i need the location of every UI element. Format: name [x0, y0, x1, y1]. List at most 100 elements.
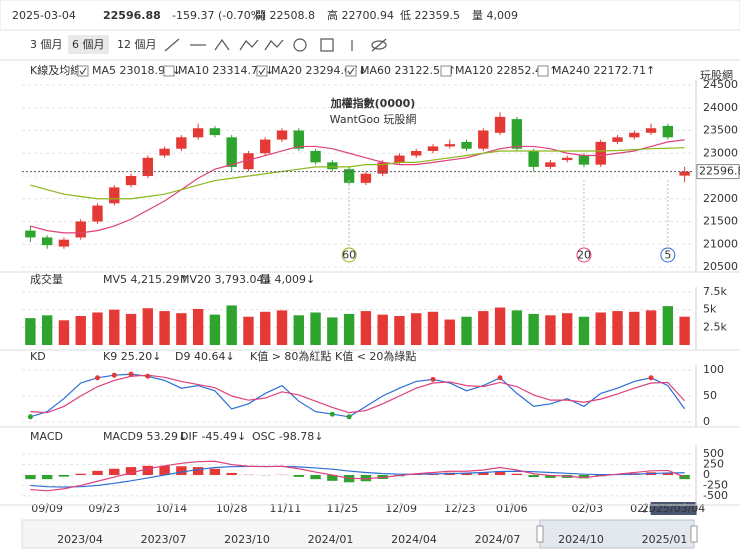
- legend-entry: DIF -45.49↓: [180, 430, 246, 443]
- y-tick-label: 21000: [703, 237, 738, 250]
- legend-entry: MV5 4,215.29↑: [103, 273, 189, 286]
- candle-body: [461, 141, 472, 149]
- candle-body: [260, 139, 271, 154]
- candle-body: [75, 221, 86, 238]
- osc-bar: [578, 475, 590, 479]
- volume-bar: [645, 310, 657, 345]
- checkmark: [79, 67, 87, 75]
- legend-checkbox[interactable]: [537, 65, 549, 77]
- candle-body: [595, 141, 606, 165]
- legend-checkbox[interactable]: [256, 65, 268, 77]
- volume-bar: [209, 314, 221, 345]
- k-high-dot: [111, 372, 117, 378]
- chart-subtitle: WantGoo 玩股網: [330, 112, 417, 126]
- panel-label: KD: [30, 350, 46, 363]
- volume-bar: [595, 312, 606, 345]
- k-high-dot: [430, 376, 436, 382]
- navigator-label: 2023/07: [141, 533, 187, 546]
- k-low-dot: [346, 414, 352, 420]
- volume-bar: [260, 311, 271, 345]
- marker-label: 20: [577, 249, 591, 262]
- y-tick-label: -250: [703, 478, 728, 491]
- macd-line: [30, 460, 685, 492]
- legend-entry: MA20 23294.07↓: [271, 64, 367, 77]
- y-tick-label: 500: [703, 447, 724, 460]
- legend-checkbox[interactable]: [163, 65, 175, 77]
- marker-badge: [660, 247, 676, 263]
- candle-body: [209, 128, 221, 136]
- osc-bar: [58, 475, 70, 477]
- marker-label: 60: [342, 249, 356, 262]
- candle-body: [310, 150, 321, 163]
- volume-bar: [58, 320, 70, 345]
- volume-bar: [25, 318, 36, 345]
- kd-line: [30, 373, 686, 418]
- osc-bar: [192, 467, 204, 475]
- candle-body: [109, 187, 120, 204]
- osc-bar: [25, 475, 36, 480]
- volume-bar: [92, 312, 103, 345]
- candle-body: [176, 137, 187, 149]
- date: 2025-03-04: [12, 9, 76, 22]
- legend-checkbox[interactable]: [440, 65, 452, 77]
- volume-bar: [612, 311, 623, 345]
- k-high-dot: [145, 373, 151, 379]
- marker-label: 5: [664, 249, 671, 262]
- candle-body: [511, 119, 523, 149]
- candle-body: [444, 144, 455, 147]
- navigator-label: 2023/10: [224, 533, 270, 546]
- range-button[interactable]: 6 個月: [72, 38, 105, 51]
- header-high: 高 22700.94: [327, 8, 394, 22]
- kd-line: [30, 374, 686, 414]
- y-tick-label: 23000: [703, 146, 738, 159]
- candle-body: [243, 153, 254, 170]
- candle-body: [192, 128, 204, 138]
- osc-bar: [511, 473, 523, 475]
- y-tick-label: 21500: [703, 215, 738, 228]
- active-range[interactable]: [68, 35, 109, 54]
- range-button[interactable]: 12 個月: [117, 38, 157, 51]
- logo: 玩股網: [700, 68, 733, 82]
- osc-bar: [662, 472, 674, 475]
- candle-body: [427, 146, 439, 151]
- volume-bar: [444, 319, 455, 345]
- candle-body: [25, 230, 36, 238]
- candle-body: [92, 205, 103, 222]
- osc-bar: [109, 468, 120, 475]
- navigator: [21, 519, 698, 549]
- osc-bar: [176, 466, 187, 475]
- chart-title: 加權指數(0000): [330, 96, 416, 110]
- marker-badge: [576, 247, 592, 263]
- legend-entry: K值 < 20為綠點: [335, 349, 416, 363]
- candle-body: [629, 132, 640, 138]
- osc-bar: [360, 475, 372, 482]
- volume-bar: [75, 316, 86, 345]
- candle-body: [494, 116, 506, 133]
- volume-bar: [394, 316, 405, 345]
- legend-entry: MACD9 53.29↓: [103, 430, 187, 443]
- candle-body: [411, 150, 422, 156]
- volume-bar: [192, 308, 204, 345]
- legend-checkbox[interactable]: [345, 65, 357, 77]
- range-button[interactable]: 3 個月: [30, 38, 63, 51]
- volume-bar: [427, 311, 439, 345]
- panel-label: MACD: [30, 430, 63, 443]
- navigator-label: 2024/07: [475, 533, 521, 546]
- y-tick-label: 0: [703, 468, 710, 481]
- macd-line: [30, 465, 685, 488]
- volume-bar: [478, 311, 489, 345]
- volume-bar: [528, 313, 539, 345]
- checkmark: [347, 67, 355, 75]
- y-tick-label: -500: [703, 489, 728, 502]
- y-tick-label: 20500: [703, 260, 738, 273]
- k-high-dot: [94, 375, 100, 381]
- candle-body: [545, 162, 556, 167]
- osc-bar: [679, 475, 690, 480]
- y-tick-label: 100: [703, 363, 724, 376]
- legend-checkbox[interactable]: [77, 65, 89, 77]
- drawing-tools[interactable]: [164, 38, 387, 52]
- candle-body: [293, 130, 304, 149]
- volume-bar: [276, 310, 288, 345]
- osc-bar: [293, 475, 304, 477]
